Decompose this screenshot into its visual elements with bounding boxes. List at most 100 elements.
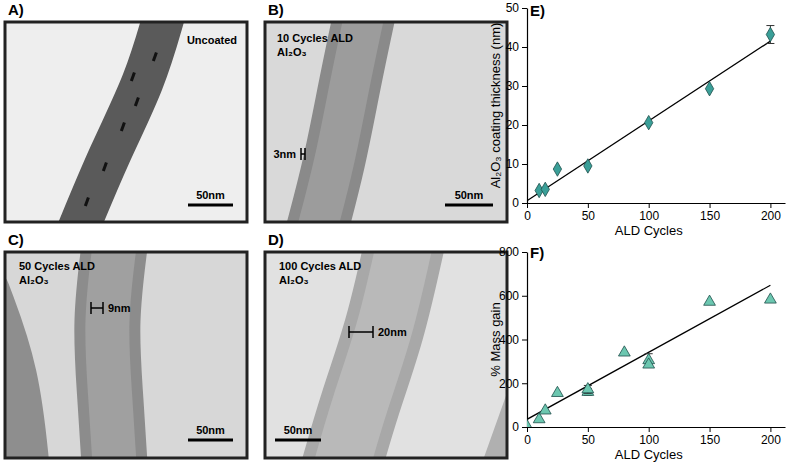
tick: 40 [506,40,527,54]
error-bar-cap [766,25,774,26]
data-point [765,293,777,303]
scale-bar [188,439,233,442]
tick-mark [770,203,771,208]
tick: 800 [499,245,527,259]
figure: Uncoated 50nm A) 10 Cycles ALDAl₂O₃50nm3nmB… [0,0,790,469]
dark-spot [102,162,108,171]
fit-line [527,41,770,201]
panel-label: D) [268,231,284,248]
tick-label: 50 [582,433,596,447]
data-point [582,383,594,393]
fiber [315,22,365,222]
panel-image [75,22,165,222]
image-panel: 10 Cycles ALDAl₂O₃50nm3nm [265,12,507,237]
dark-spot [130,72,136,81]
y-axis: 0 200 400 600 800 [499,245,528,434]
scale-bar-label: 50nm [284,424,313,436]
tick-label: 0 [524,433,531,447]
x-axis-title: ALD Cycles [615,447,683,462]
panel-border [265,252,507,458]
fiber [315,22,365,222]
fiber [107,252,115,458]
plot-area [527,26,775,201]
panel-label: F) [530,244,544,261]
panel-image [315,22,365,222]
panel-label: B) [268,1,284,18]
tick-mark [522,296,527,297]
tick-mark [522,383,527,384]
tick-label: 200 [499,377,519,391]
tick: 0 [512,420,527,434]
data-point [705,82,713,96]
tick-label: 800 [499,245,519,259]
fiber [5,292,25,458]
thickness-label: 20nm [378,326,407,338]
tick-mark [522,252,527,253]
dark-spot [120,122,126,131]
image-panel: 100 Cycles ALDAl₂O₃50nm20nm [265,242,525,469]
y-axis: 01020304050 [506,1,528,210]
tick-mark [522,203,527,204]
tick-label: 50 [582,209,596,223]
tick: 200 [761,427,781,447]
panel-image [340,252,507,458]
tick: 0 [524,427,531,447]
tick-label: 0 [512,420,519,434]
thickness-marker [91,302,103,314]
tick: 400 [499,333,527,347]
tick: 100 [639,203,659,223]
tick-mark [522,125,527,126]
tick-mark [522,86,527,87]
axis-line [527,9,528,204]
tick-label: 50 [506,1,520,15]
tick: 600 [499,289,527,303]
dark-spot [152,52,158,61]
scale-bar [188,204,233,207]
panel-label: A) [8,1,24,18]
tick-mark [770,427,771,432]
tick-label: 20 [506,118,520,132]
data-point [527,420,533,427]
tick-label: 40 [506,40,520,54]
tick-mark [522,340,527,341]
tick-mark [588,427,589,432]
tick: 50 [582,427,596,447]
thickness-bracket [349,331,373,333]
tick-label: 150 [700,433,720,447]
panel-label: C) [8,231,24,248]
tick-mark [710,203,711,208]
tick-label: 10 [506,157,520,171]
tick: 200 [499,377,527,391]
tick: 100 [639,427,659,447]
thickness-label: 3nm [273,148,296,160]
data-point [645,115,653,129]
panel-caption: 100 Cycles ALD [279,260,361,272]
tick: 50 [582,203,596,223]
axis-line [528,203,786,204]
data-point [541,182,549,196]
scale-bar-label: 50nm [196,189,225,201]
error-bar [766,26,774,44]
data-point [584,159,592,173]
dark-spot [134,97,140,106]
thickness-bracket [300,148,302,160]
tick-mark [522,47,527,48]
thickness-label: 9nm [108,302,131,314]
panel-border [265,22,507,222]
scale-bar-label: 50nm [196,424,225,436]
panel-caption: Uncoated [187,34,237,46]
panel-caption: 50 Cycles ALD [19,260,95,272]
tick-label: 100 [639,209,659,223]
tick: 150 [700,203,720,223]
x-axis: 0 50 100 150 200 [524,427,785,447]
fiber [75,22,165,222]
x-axis-title: ALD Cycles [615,223,683,238]
image-panel: Uncoated 50nm [5,12,247,237]
fiber [340,252,405,458]
panel-image [5,252,115,458]
data-point [552,386,564,396]
tick: 30 [506,79,527,93]
dark-spot [84,197,90,206]
axis-line [527,253,528,428]
tick-mark [522,8,527,9]
